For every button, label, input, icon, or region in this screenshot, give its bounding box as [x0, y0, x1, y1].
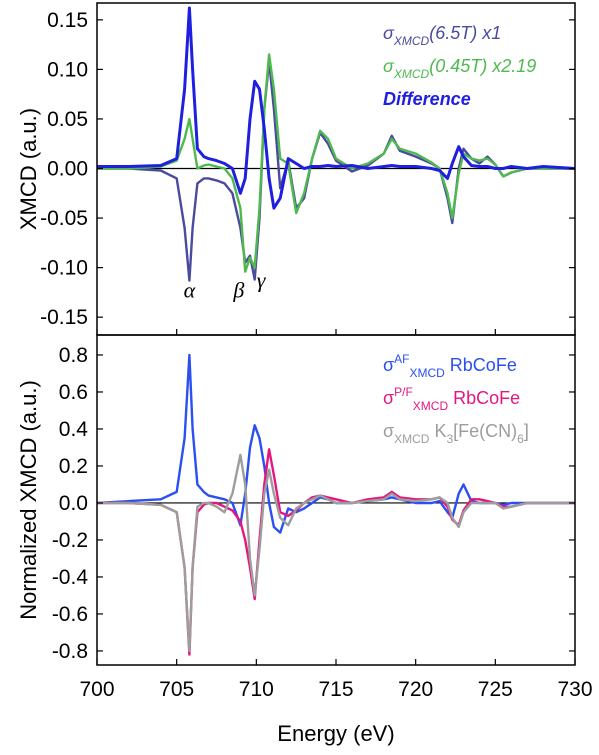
annotation: α [184, 277, 196, 302]
series-line [97, 6, 576, 210]
series-line [97, 448, 575, 656]
legend-entry: σXMCD K3[Fe(CN)6] [383, 421, 529, 446]
y-tick-label: 0.0 [59, 492, 88, 515]
x-tick-label: 730 [557, 678, 592, 701]
legend-entry: σXMCD(6.5T) x1 [383, 23, 501, 48]
legend-text: [Fe(CN) [453, 421, 517, 441]
series-line [97, 453, 575, 653]
legend-text: σ [383, 56, 395, 76]
series-line [96, 353, 575, 534]
legend-text: 3 [446, 432, 453, 446]
legend-text: P/F [394, 385, 413, 399]
y-tick-label: 0.15 [47, 9, 88, 32]
y-tick-label: -0.8 [52, 640, 88, 663]
y-axis-label: Normalized XMCD (a.u.) [16, 380, 41, 620]
x-tick-label: 725 [478, 678, 513, 701]
legend-text: XMCD [394, 432, 430, 446]
legend-entry: σAFXMCD RbCoFe [383, 352, 517, 380]
legend-text: (6.5T) x1 [429, 23, 501, 43]
y-tick-label: -0.10 [40, 257, 88, 280]
y-tick-label: -0.6 [52, 603, 88, 626]
x-tick-label: 700 [79, 678, 114, 701]
legend-entry: σXMCD(0.45T) x2.19 [383, 56, 536, 81]
legend-text: 6 [517, 432, 524, 446]
legend-text: (0.45T) x2.19 [429, 56, 536, 76]
y-tick-label: 0.2 [59, 455, 88, 478]
legend-text: σ [383, 355, 394, 375]
y-tick-label: 0.4 [59, 418, 89, 441]
legend-text: σ [383, 421, 394, 441]
y-tick-label: -0.4 [52, 566, 89, 589]
y-tick-label: 0.00 [47, 158, 88, 181]
legend-text: XMCD [413, 399, 449, 413]
legend-entry: Difference [383, 89, 471, 109]
y-tick-label: 0.6 [59, 381, 88, 404]
y-tick-label: -0.2 [52, 529, 88, 552]
series-line [97, 60, 575, 282]
legend-text: Difference [383, 89, 471, 109]
x-axis-label: Energy (eV) [277, 721, 394, 746]
x-tick-label: 715 [318, 678, 353, 701]
y-tick-label: 0.10 [47, 58, 88, 81]
y-tick-label: -0.05 [40, 207, 88, 230]
y-tick-label: 0.8 [59, 344, 88, 367]
legend-text: RbCoFe [448, 388, 520, 408]
legend-text: σ [383, 388, 394, 408]
annotation: β [232, 277, 244, 302]
x-tick-label: 710 [239, 678, 274, 701]
legend-text: XMCD [409, 366, 445, 380]
x-tick-label: 705 [159, 678, 194, 701]
legend-text: RbCoFe [445, 355, 517, 375]
series-line [97, 53, 575, 273]
legend-entry: σP/FXMCD RbCoFe [383, 385, 520, 413]
legend-text: ] [524, 421, 529, 441]
y-tick-label: 0.05 [47, 108, 88, 131]
x-tick-label: 720 [398, 678, 433, 701]
y-tick-label: -0.15 [40, 306, 88, 329]
legend-text: XMCD [393, 67, 430, 81]
y-axis-label: XMCD (a.u.) [16, 108, 41, 230]
legend-text: K [429, 421, 446, 441]
legend-text: AF [394, 352, 409, 366]
annotation: γ [257, 267, 267, 292]
legend-text: XMCD [393, 34, 430, 48]
legend-text: σ [383, 23, 395, 43]
